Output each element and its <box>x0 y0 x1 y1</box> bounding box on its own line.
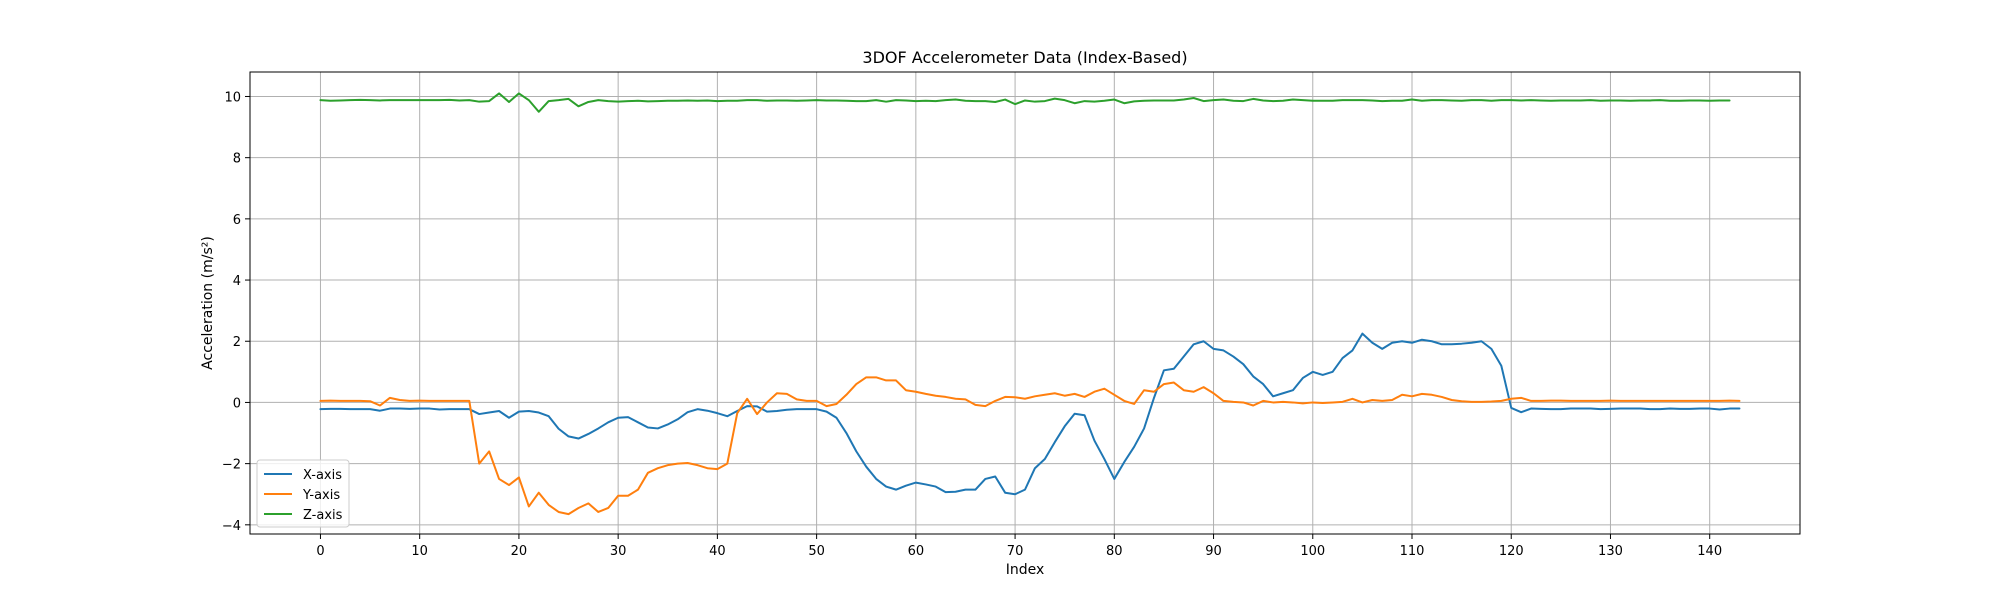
y-tick-label: 8 <box>233 152 241 167</box>
series-line-z-axis <box>319 92 1731 113</box>
x-tick-label: 40 <box>709 544 726 559</box>
y-tick-label: 4 <box>233 274 241 289</box>
plot-area <box>250 72 1800 534</box>
series-line-x-axis <box>319 332 1741 496</box>
chart-title: 3DOF Accelerometer Data (Index-Based) <box>862 48 1187 67</box>
y-tick-label: 0 <box>233 396 241 411</box>
y-tick-label: 2 <box>233 335 241 350</box>
grid-lines <box>250 72 1800 534</box>
legend-label: X-axis <box>303 468 342 483</box>
legend-label: Z-axis <box>303 508 343 523</box>
legend-box <box>256 459 350 528</box>
y-tick-label: 6 <box>233 213 241 228</box>
x-tick-label: 60 <box>908 544 925 559</box>
y-tick-label: −2 <box>222 458 241 473</box>
x-tick-label: 110 <box>1400 544 1425 559</box>
legend: X-axis Y-axis Z-axis <box>256 459 350 528</box>
x-tick-label: 50 <box>808 544 825 559</box>
x-tick-label: 100 <box>1300 544 1325 559</box>
x-tick-label: 80 <box>1106 544 1123 559</box>
y-axis-ticks: −4 −2 0 2 4 6 8 10 <box>222 90 250 534</box>
x-tick-label: 120 <box>1499 544 1524 559</box>
series-line-y-axis <box>319 376 1741 516</box>
x-tick-label: 10 <box>411 544 428 559</box>
y-tick-label: 10 <box>224 90 241 105</box>
y-tick-label: −4 <box>222 519 241 534</box>
x-tick-label: 70 <box>1007 544 1024 559</box>
x-tick-label: 30 <box>610 544 627 559</box>
x-tick-label: 140 <box>1697 544 1722 559</box>
x-tick-label: 20 <box>511 544 528 559</box>
x-tick-label: 90 <box>1205 544 1222 559</box>
y-axis-label: Acceleration (m/s²) <box>200 236 216 370</box>
legend-label: Y-axis <box>302 488 340 503</box>
plot-frame <box>249 71 1801 535</box>
x-tick-label: 0 <box>316 544 324 559</box>
x-axis-label: Index <box>1006 562 1045 578</box>
x-tick-label: 130 <box>1598 544 1623 559</box>
x-axis-ticks: 0 10 20 30 40 50 60 70 80 90 100 110 120 130 140 <box>316 534 1722 559</box>
series-lines <box>319 92 1741 516</box>
